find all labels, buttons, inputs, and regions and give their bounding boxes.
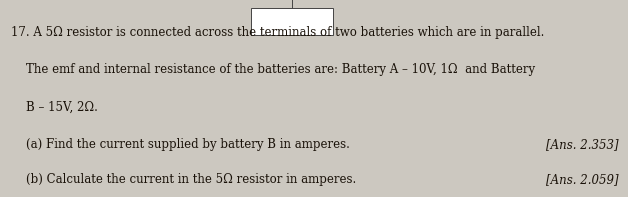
Text: 17. A 5Ω resistor is connected across the terminals of two batteries which are i: 17. A 5Ω resistor is connected across th… <box>11 26 544 39</box>
Text: The emf and internal resistance of the batteries are: Battery A – 10V, 1Ω  and B: The emf and internal resistance of the b… <box>11 63 536 76</box>
FancyBboxPatch shape <box>251 8 333 35</box>
Text: B – 15V, 2Ω.: B – 15V, 2Ω. <box>11 100 98 113</box>
Text: (a) Find the current supplied by battery B in amperes.: (a) Find the current supplied by battery… <box>11 138 350 151</box>
Text: [Ans. 2.353]: [Ans. 2.353] <box>546 138 619 151</box>
Text: (b) Calculate the current in the 5Ω resistor in amperes.: (b) Calculate the current in the 5Ω resi… <box>11 173 357 186</box>
Text: [Ans. 2.059]: [Ans. 2.059] <box>546 173 619 186</box>
